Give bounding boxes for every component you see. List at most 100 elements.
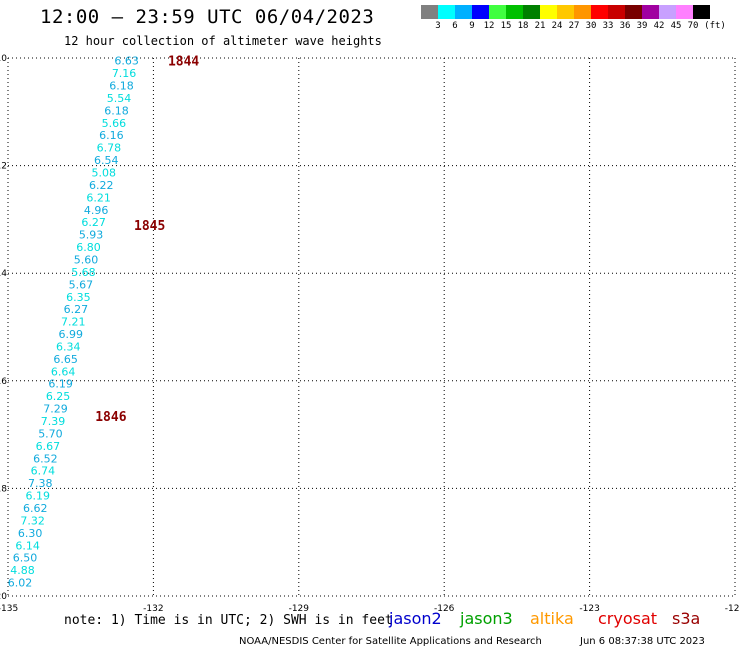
wave-height-value: 6.18 [109, 80, 134, 93]
color-scale-label: 27 [568, 21, 580, 31]
map-title: 12:00 – 23:59 UTC 06/04/2023 [40, 6, 375, 28]
y-tick-label: -14 [0, 269, 7, 279]
color-scale-label: 45 [670, 21, 682, 31]
wave-height-value: 6.67 [36, 440, 61, 453]
wave-height-value: 6.52 [33, 452, 58, 465]
map-subtitle: 12 hour collection of altimeter wave hei… [64, 34, 382, 48]
wave-height-value: 6.27 [81, 216, 106, 229]
y-tick-label: -12 [0, 162, 7, 172]
wave-height-value: 6.30 [18, 527, 43, 540]
satellite-label-s3a: s3a [672, 609, 701, 628]
color-scale-label: 30 [585, 21, 597, 31]
wave-height-value: 5.68 [71, 266, 96, 279]
wave-height-value: 5.70 [38, 427, 63, 440]
color-scale-label: 39 [636, 21, 648, 31]
wave-height-value: 4.88 [10, 564, 35, 577]
color-swatch [591, 5, 608, 19]
color-swatch [693, 5, 710, 19]
wave-height-value: 6.50 [13, 552, 38, 565]
wave-height-value: 7.39 [41, 415, 66, 428]
wave-height-value: 6.14 [15, 539, 40, 552]
wave-height-value: 6.21 [86, 191, 111, 204]
wave-height-value: 7.21 [61, 316, 86, 329]
color-scale-swatches [421, 5, 710, 19]
wave-height-value: 5.66 [102, 117, 127, 130]
color-scale-label: 24 [551, 21, 563, 31]
color-scale-label: 70 [687, 21, 699, 31]
wave-height-value: 6.18 [104, 104, 129, 117]
x-tick-label: -135 [0, 604, 18, 614]
color-swatch [421, 5, 438, 19]
x-tick-label: -120 [725, 604, 740, 614]
color-scale-label: 15 [500, 21, 512, 31]
color-scale-label: 36 [619, 21, 631, 31]
color-scale-label: 21 [534, 21, 546, 31]
satellite-label-cryosat: cryosat [598, 609, 658, 628]
wave-height-value: 6.22 [89, 179, 114, 192]
wave-height-value: 6.34 [56, 340, 81, 353]
wave-height-value: 6.25 [46, 390, 71, 403]
x-tick-label: -132 [143, 604, 163, 614]
wave-height-value: 6.65 [53, 353, 78, 366]
credit-text: NOAA/NESDIS Center for Satellite Applica… [239, 636, 542, 647]
time-label: 1846 [95, 410, 126, 425]
wave-height-value: 6.64 [51, 365, 76, 378]
color-swatch [625, 5, 642, 19]
wave-height-value: 7.38 [28, 477, 53, 490]
wave-height-value: 5.54 [107, 92, 132, 105]
wave-height-value: 6.74 [31, 465, 56, 478]
wave-height-value: 6.19 [48, 378, 73, 391]
x-tick-label: -126 [434, 604, 455, 614]
color-scale-legend: 3 6 9 12 15 18 21 24 27 30 33 36 39 42 45 70 (ft) [421, 5, 726, 33]
color-scale-label: 3 [435, 21, 441, 31]
color-swatch [489, 5, 506, 19]
time-label: 1844 [168, 55, 199, 70]
color-scale-labels: 3 6 9 12 15 18 21 24 27 30 33 36 39 42 45 70 (ft) [421, 19, 726, 33]
color-swatch [438, 5, 455, 19]
color-swatch [472, 5, 489, 19]
x-tick-label: -129 [289, 604, 310, 614]
y-tick-label: -20 [0, 592, 7, 602]
color-scale-label: 12 [483, 21, 495, 31]
wave-height-value: 6.54 [94, 154, 119, 167]
wave-height-value: 6.80 [76, 241, 101, 254]
wave-height-value: 5.08 [92, 167, 117, 180]
y-tick-label: -16 [0, 377, 7, 387]
color-swatch [659, 5, 676, 19]
satellite-label-altika: altika [530, 609, 574, 628]
generated-timestamp: Jun 6 08:37:38 UTC 2023 [580, 636, 705, 647]
color-scale-label: 33 [602, 21, 614, 31]
time-label: 1845 [134, 219, 165, 234]
wave-height-value: 4.96 [84, 204, 109, 217]
units-note: note: 1) Time is in UTC; 2) SWH is in fe… [64, 613, 393, 628]
color-scale-label: 18 [517, 21, 529, 31]
wave-height-value: 5.60 [74, 253, 99, 266]
wave-height-value: 6.16 [99, 129, 124, 142]
wave-height-value: 6.02 [8, 577, 33, 590]
wave-height-value: 7.29 [43, 403, 68, 416]
y-tick-label: -10 [0, 54, 7, 64]
color-swatch [506, 5, 523, 19]
wave-height-value: 6.62 [23, 502, 48, 515]
color-swatch [642, 5, 659, 19]
color-swatch [608, 5, 625, 19]
wave-height-value: 5.93 [79, 229, 104, 242]
color-swatch [540, 5, 557, 19]
color-scale-label: 6 [452, 21, 458, 31]
color-scale-unit: (ft) [704, 21, 726, 31]
color-swatch [455, 5, 472, 19]
wave-height-value: 6.78 [97, 142, 122, 155]
y-tick-label: -18 [0, 484, 7, 494]
x-tick-label: -123 [579, 604, 599, 614]
wave-height-value: 6.35 [66, 291, 91, 304]
wave-height-value: 6.19 [26, 490, 51, 503]
wave-height-value: 6.99 [59, 328, 84, 341]
wave-height-value: 5.67 [69, 278, 94, 291]
color-scale-label: 9 [469, 21, 475, 31]
wave-height-value: 6.63 [114, 55, 139, 68]
color-swatch [557, 5, 574, 19]
satellite-label-jason3: jason3 [460, 609, 513, 628]
color-scale-label: 42 [653, 21, 665, 31]
color-swatch [523, 5, 540, 19]
